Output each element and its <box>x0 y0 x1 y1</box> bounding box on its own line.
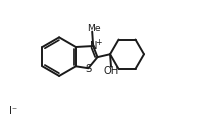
Text: N: N <box>90 41 97 51</box>
Text: OH: OH <box>103 66 118 76</box>
Text: +: + <box>95 38 101 47</box>
Text: I⁻: I⁻ <box>9 106 17 116</box>
Text: S: S <box>85 64 91 74</box>
Text: Me: Me <box>86 24 100 33</box>
